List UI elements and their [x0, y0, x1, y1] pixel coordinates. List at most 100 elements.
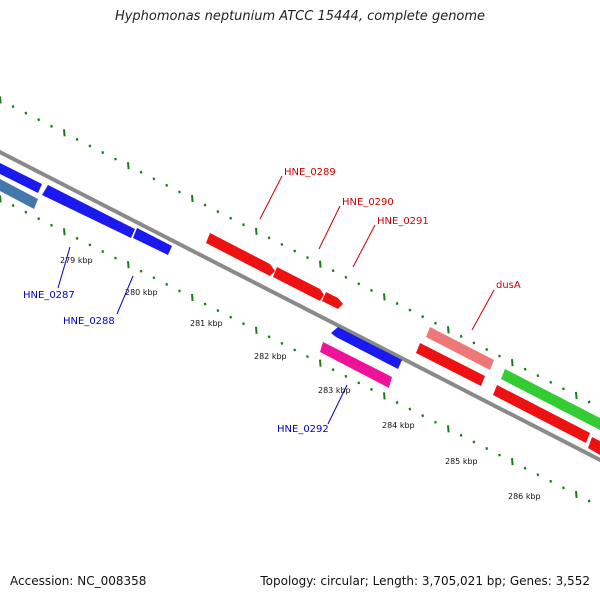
- tick-mark: [319, 260, 322, 268]
- tick-mark: [203, 203, 207, 207]
- tick-mark: [459, 433, 463, 437]
- tick-mark: [267, 335, 271, 339]
- tick-mark: [447, 425, 450, 433]
- tick-mark: [485, 447, 489, 450]
- gene-feature-forward[interactable]: [501, 369, 600, 430]
- gene-label-hne-0292[interactable]: HNE_0292: [277, 424, 329, 435]
- tick-mark: [280, 242, 284, 246]
- tick-mark: [472, 440, 476, 444]
- tick-mark: [37, 118, 41, 122]
- gene-feature-forward[interactable]: [493, 385, 590, 443]
- tick-mark: [575, 391, 578, 400]
- gene-feature-reverse[interactable]: [133, 228, 172, 255]
- gene-feature-reverse[interactable]: [0, 179, 38, 209]
- gene-feature-forward[interactable]: [273, 267, 324, 301]
- gene-feature-forward[interactable]: [322, 292, 343, 309]
- gene-label-hne-0290[interactable]: HNE_0290: [342, 197, 394, 208]
- tick-mark: [37, 217, 41, 221]
- tick-mark: [587, 499, 591, 503]
- gene-feature-reverse[interactable]: [331, 327, 402, 369]
- tick-mark: [408, 308, 412, 312]
- topology-text: Topology: circular; Length: 3,705,021 bp…: [260, 574, 590, 588]
- kbp-label: 281 kbp: [190, 319, 223, 328]
- gene-label-hne-0291[interactable]: HNE_0291: [377, 216, 429, 227]
- tick-mark: [511, 458, 514, 466]
- tick-mark: [357, 282, 361, 286]
- tick-mark: [114, 256, 117, 260]
- kbp-label: 279 kbp: [60, 256, 93, 265]
- gene-label-hne-0288[interactable]: HNE_0288: [63, 316, 115, 327]
- tick-mark: [0, 195, 2, 203]
- tick-mark: [549, 479, 553, 483]
- tick-mark: [11, 105, 15, 109]
- tick-mark: [152, 276, 156, 280]
- tick-mark: [242, 223, 245, 227]
- tick-mark: [75, 137, 79, 141]
- gene-label-hne-0287[interactable]: HNE_0287: [23, 290, 75, 301]
- tick-mark: [255, 227, 258, 235]
- tick-mark: [370, 288, 373, 292]
- tick-mark: [127, 261, 130, 269]
- tick-mark: [472, 341, 476, 345]
- tick-mark: [280, 341, 284, 345]
- tick-mark: [395, 401, 399, 404]
- gene-feature-forward[interactable]: [588, 437, 600, 455]
- tick-mark: [127, 162, 130, 170]
- tick-mark: [203, 302, 207, 306]
- accession-text: Accession: NC_008358: [10, 574, 147, 588]
- tick-mark: [139, 170, 143, 174]
- tick-mark: [485, 348, 489, 351]
- tick-mark: [50, 124, 53, 128]
- gene-label-dusa[interactable]: dusA: [496, 280, 521, 291]
- gene-label-hne-0289[interactable]: HNE_0289: [284, 167, 336, 178]
- tick-mark: [421, 414, 425, 418]
- tick-mark: [498, 453, 501, 457]
- kbp-label: 285 kbp: [445, 457, 478, 466]
- tick-mark: [383, 293, 386, 301]
- tick-mark: [357, 381, 361, 385]
- tick-mark: [562, 387, 565, 391]
- tick-mark: [447, 326, 450, 334]
- kbp-label: 283 kbp: [318, 386, 351, 395]
- tick-mark: [242, 322, 245, 326]
- tick-mark: [331, 269, 335, 273]
- gene-feature-reverse[interactable]: [42, 185, 135, 238]
- label-connectors: [57, 175, 495, 425]
- tick-mark: [587, 400, 591, 404]
- tick-mark: [75, 236, 79, 240]
- tick-mark: [216, 309, 220, 313]
- gene-feature-forward[interactable]: [320, 342, 392, 388]
- tick-mark: [216, 210, 220, 214]
- tick-mark: [421, 315, 425, 319]
- kbp-label: 286 kbp: [508, 492, 541, 501]
- tick-mark: [165, 282, 169, 286]
- tick-mark: [523, 367, 527, 371]
- tick-mark: [511, 359, 514, 367]
- tick-mark: [344, 374, 348, 378]
- tick-mark: [549, 380, 553, 384]
- tick-mark: [50, 223, 53, 227]
- gene-feature-forward[interactable]: [426, 327, 494, 370]
- tick-mark: [498, 354, 501, 358]
- tick-mark: [293, 249, 297, 253]
- tick-mark: [255, 326, 258, 334]
- tick-mark: [24, 111, 28, 115]
- tick-mark: [152, 177, 156, 181]
- tick-mark: [114, 157, 117, 161]
- tick-mark: [63, 228, 66, 236]
- tick-mark: [191, 194, 194, 203]
- tick-mark: [434, 420, 437, 424]
- tick-mark: [11, 204, 15, 208]
- tick-mark: [459, 334, 463, 338]
- tick-mark: [267, 236, 271, 240]
- gene-feature-forward[interactable]: [416, 343, 485, 386]
- gene-feature-reverse[interactable]: [0, 163, 42, 193]
- tick-mark: [191, 293, 194, 302]
- tick-mark: [101, 151, 105, 154]
- tick-mark: [408, 407, 412, 411]
- gene-feature-forward[interactable]: [206, 233, 275, 276]
- tick-mark: [178, 190, 181, 194]
- tick-mark: [63, 129, 66, 137]
- outer-tick-track: [0, 96, 591, 404]
- tick-mark: [0, 96, 2, 104]
